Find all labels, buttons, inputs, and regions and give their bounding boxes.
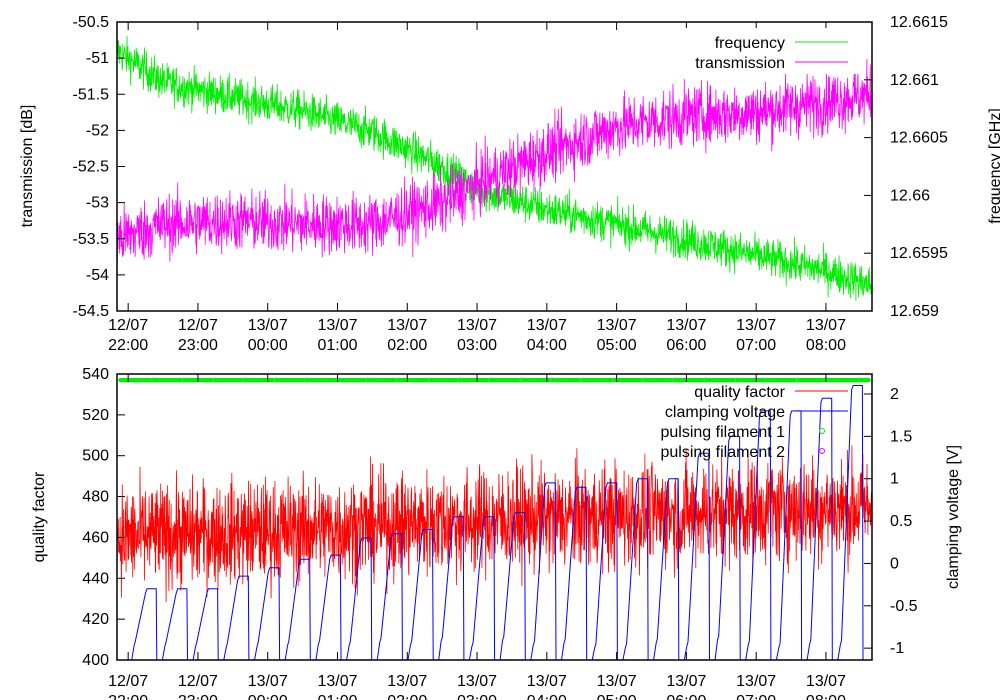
xtick-date: 13/07 [806, 673, 846, 690]
xtick-date: 13/07 [597, 317, 637, 334]
top-ytick-label: -50.5 [73, 14, 110, 31]
top-y2tick-label: 12.66 [890, 187, 930, 204]
xtick-date: 13/07 [666, 317, 706, 334]
xtick-time: 04:00 [527, 337, 567, 354]
xtick-date: 13/07 [387, 673, 427, 690]
top-y2tick-label: 12.659 [890, 303, 939, 320]
bottom-ytick-label: 420 [82, 611, 109, 628]
top-legend: frequency transmission [660, 28, 860, 74]
top-ytick-label: -51 [86, 50, 109, 67]
filament-1-marker [866, 377, 871, 383]
legend-frequency: frequency [715, 35, 785, 52]
top-ylabel: transmission [dB] [19, 105, 36, 228]
xtick-date: 13/07 [736, 317, 776, 334]
xtick-time: 23:00 [178, 337, 218, 354]
top-plot-data [116, 35, 873, 302]
xtick-date: 13/07 [597, 673, 637, 690]
xtick-date: 12/07 [178, 317, 218, 334]
bottom-ytick-label: 520 [82, 407, 109, 424]
legend-pulsing-filament-1: pulsing filament 1 [660, 424, 785, 441]
xtick-time: 02:00 [387, 337, 427, 354]
bottom-y2tick-label: -1 [890, 640, 904, 657]
xtick-date: 12/07 [108, 317, 148, 334]
xtick-time: 02:00 [387, 693, 427, 700]
xtick-date: 13/07 [666, 673, 706, 690]
bottom-y2tick-label: 1 [890, 471, 899, 488]
xtick-time: 00:00 [248, 693, 288, 700]
bottom-ytick-label: 440 [82, 570, 109, 587]
xtick-date: 13/07 [248, 317, 288, 334]
top-ytick-label: -54.5 [73, 303, 110, 320]
xtick-date: 13/07 [317, 673, 357, 690]
xtick-time: 22:00 [108, 337, 148, 354]
xtick-date: 13/07 [457, 673, 497, 690]
series-quality-factor [116, 445, 873, 603]
bottom-ytick-label: 400 [82, 652, 109, 669]
xtick-date: 12/07 [108, 673, 148, 690]
series-transmission [116, 59, 873, 262]
xtick-time: 03:00 [457, 337, 497, 354]
bottom-ytick-label: 480 [82, 489, 109, 506]
xtick-date: 13/07 [387, 317, 427, 334]
xtick-time: 05:00 [597, 337, 637, 354]
xtick-date: 13/07 [527, 673, 567, 690]
legend-pulsing-filament-1-marker [819, 428, 825, 434]
xtick-time: 04:00 [527, 693, 567, 700]
xtick-time: 06:00 [666, 337, 706, 354]
xtick-date: 12/07 [178, 673, 218, 690]
xtick-time: 22:00 [108, 693, 148, 700]
top-ytick-label: -52.5 [73, 159, 110, 176]
bottom-ytick-label: 500 [82, 448, 109, 465]
xtick-time: 05:00 [597, 693, 637, 700]
top-y2tick-label: 12.661 [890, 72, 939, 89]
bottom-y2label: clamping voltage [V] [945, 445, 962, 589]
xtick-time: 08:00 [806, 337, 846, 354]
xtick-date: 13/07 [457, 317, 497, 334]
bottom-legend: quality factor clamping voltage pulsing … [660, 384, 848, 461]
legend-pulsing-filament-2: pulsing filament 2 [660, 444, 785, 461]
top-ytick-label: -51.5 [73, 86, 110, 103]
bottom-plot-frame [116, 373, 873, 661]
xtick-time: 01:00 [317, 337, 357, 354]
bottom-y2tick-label: 2 [890, 386, 899, 403]
top-ytick-label: -52 [86, 122, 109, 139]
bottom-y2tick-label: -0.5 [890, 598, 918, 615]
xtick-time: 01:00 [317, 693, 357, 700]
axes: -50.5 -51 -51.5 -52 -52.5 -53 -53.5 -54 -54.5 12.… [73, 14, 948, 700]
xtick-date: 13/07 [736, 673, 776, 690]
xtick-time: 03:00 [457, 693, 497, 700]
top-y2label: frequency [GHz] [987, 108, 1000, 224]
xtick-date: 13/07 [806, 317, 846, 334]
bottom-y2tick-label: 0 [890, 555, 899, 572]
bottom-ytick-label: 460 [82, 529, 109, 546]
bottom-ylabel: quality factor [31, 471, 48, 562]
top-ytick-label: -54 [86, 267, 109, 284]
bottom-ytick-label: 540 [82, 366, 109, 383]
xtick-time: 23:00 [178, 693, 218, 700]
xtick-time: 06:00 [666, 693, 706, 700]
xtick-date: 13/07 [527, 317, 567, 334]
xtick-date: 13/07 [248, 673, 288, 690]
bottom-y2tick-label: 0.5 [890, 513, 912, 530]
bottom-y2tick-label: 1.5 [890, 428, 912, 445]
xtick-date: 13/07 [317, 317, 357, 334]
top-ytick-label: -53 [86, 195, 109, 212]
xtick-time: 00:00 [248, 337, 288, 354]
legend-clamping-voltage: clamping voltage [665, 404, 785, 421]
top-y2tick-label: 12.6595 [890, 245, 948, 262]
top-y2tick-label: 12.6605 [890, 130, 948, 147]
series-frequency [116, 35, 873, 302]
legend-quality-factor: quality factor [694, 384, 785, 401]
xtick-time: 08:00 [806, 693, 846, 700]
xtick-time: 07:00 [736, 337, 776, 354]
legend-pulsing-filament-2-marker [819, 448, 825, 454]
top-y2tick-label: 12.6615 [890, 14, 948, 31]
legend-transmission: transmission [695, 55, 785, 72]
top-ytick-label: -53.5 [73, 231, 110, 248]
xtick-time: 07:00 [736, 693, 776, 700]
